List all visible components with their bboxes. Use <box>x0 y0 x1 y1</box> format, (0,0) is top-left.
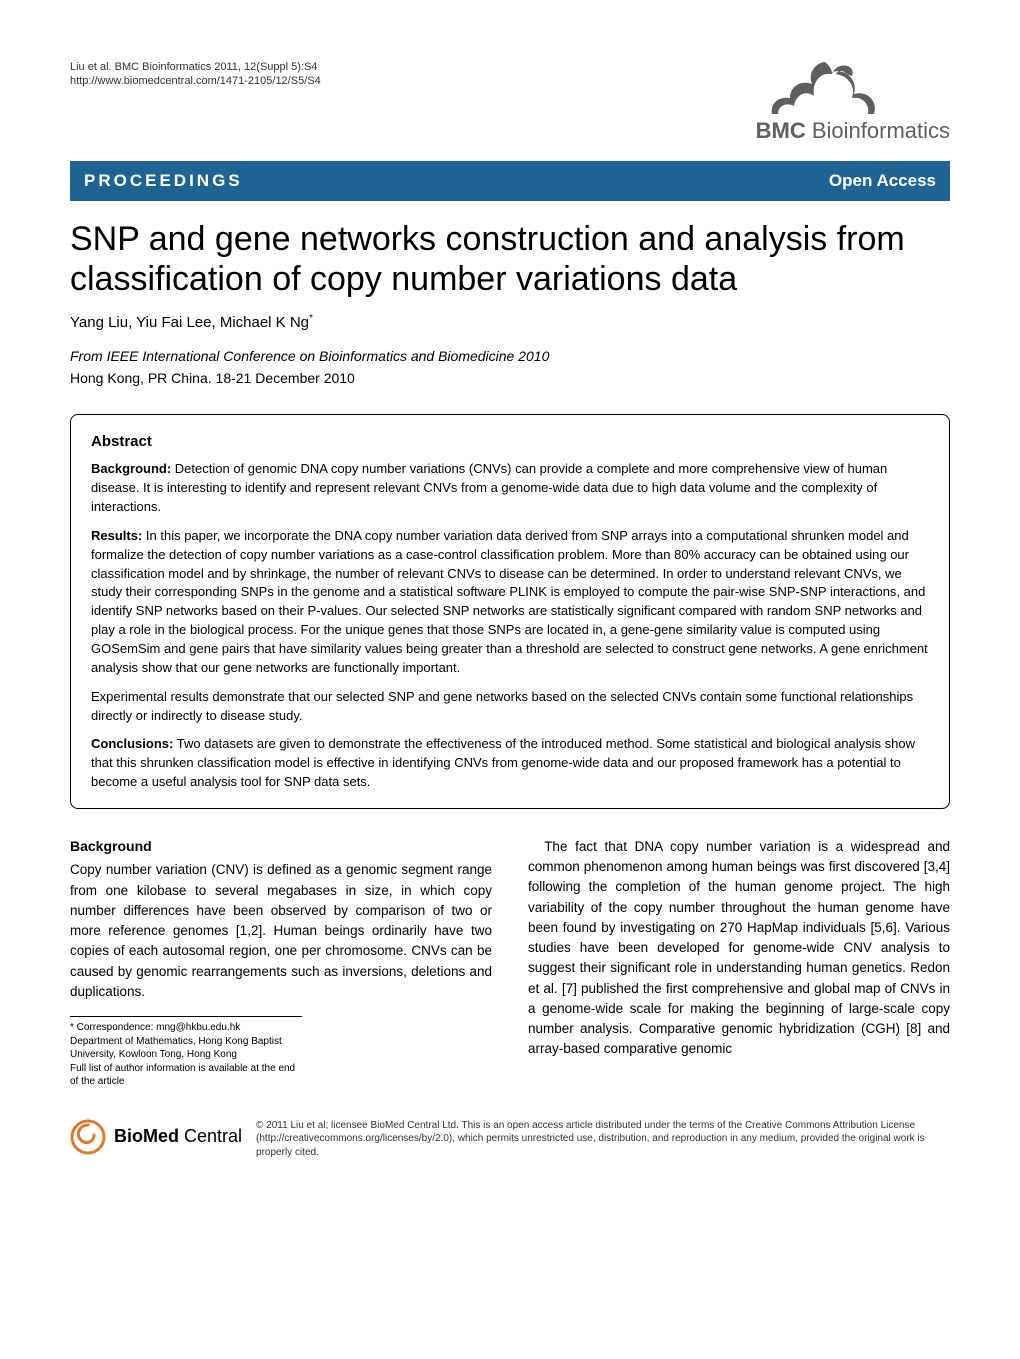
abstract-heading: Abstract <box>91 431 929 452</box>
department: Department of Mathematics, Hong Kong Bap… <box>70 1035 302 1062</box>
citation-url: http://www.biomedcentral.com/1471-2105/1… <box>70 74 321 88</box>
article-title: SNP and gene networks construction and a… <box>70 219 950 301</box>
logo-prefix: BMC <box>756 118 806 143</box>
from-line: From IEEE International Conference on Bi… <box>70 347 950 367</box>
author-marker: * <box>309 313 313 324</box>
license-text: © 2011 Liu et al; licensee BioMed Centra… <box>256 1119 950 1160</box>
authors: Yang Liu, Yiu Fai Lee, Michael K Ng* <box>70 312 950 333</box>
abstract-background: Background: Detection of genomic DNA cop… <box>91 460 929 517</box>
header: Liu et al. BMC Bioinformatics 2011, 12(S… <box>70 60 950 147</box>
correspondence: * Correspondence: mng@hkbu.edu.hk <box>70 1021 302 1035</box>
authors-list: Yang Liu, Yiu Fai Lee, Michael K Ng <box>70 314 309 331</box>
footnotes: * Correspondence: mng@hkbu.edu.hk Depart… <box>70 1016 302 1089</box>
footer-logo-rest: Central <box>179 1126 242 1146</box>
header-citation: Liu et al. BMC Bioinformatics 2011, 12(S… <box>70 60 321 89</box>
abstract-results-2: Experimental results demonstrate that ou… <box>91 688 929 726</box>
background-lead: Background: <box>91 461 171 476</box>
full-author-info: Full list of author information is avail… <box>70 1062 302 1089</box>
citation-line: Liu et al. BMC Bioinformatics 2011, 12(S… <box>70 60 321 74</box>
conclusions-text: Two datasets are given to demonstrate th… <box>91 736 915 789</box>
background-text: Detection of genomic DNA copy number var… <box>91 461 887 514</box>
results-text-1: In this paper, we incorporate the DNA co… <box>91 528 928 675</box>
abstract-conclusions: Conclusions: Two datasets are given to d… <box>91 735 929 792</box>
banner: PROCEEDINGS Open Access <box>70 161 950 201</box>
abstract-results-1: Results: In this paper, we incorporate t… <box>91 527 929 678</box>
footer-logo: BioMed Central <box>70 1119 242 1155</box>
section-heading: Background <box>70 837 492 857</box>
conclusions-lead: Conclusions: <box>91 736 173 751</box>
footer-logo-bold: BioMed <box>114 1126 179 1146</box>
results-lead: Results: <box>91 528 142 543</box>
bmc-logo-icon <box>756 60 896 116</box>
column-left: Background Copy number variation (CNV) i… <box>70 837 492 1089</box>
logo-main: Bioinformatics <box>812 118 950 143</box>
footer: BioMed Central © 2011 Liu et al; license… <box>70 1115 950 1160</box>
bmc-logo-text: BMC Bioinformatics <box>756 116 950 147</box>
venue: Hong Kong, PR China. 18-21 December 2010 <box>70 369 950 389</box>
body-para-1: Copy number variation (CNV) is defined a… <box>70 860 492 1002</box>
footer-logo-text: BioMed Central <box>114 1124 242 1149</box>
banner-left: PROCEEDINGS <box>84 169 243 193</box>
abstract-box: Abstract Background: Detection of genomi… <box>70 414 950 809</box>
body-para-2: The fact that DNA copy number variation … <box>528 837 950 1060</box>
body-columns: Background Copy number variation (CNV) i… <box>70 837 950 1089</box>
column-right: The fact that DNA copy number variation … <box>528 837 950 1089</box>
swirl-icon <box>70 1119 106 1155</box>
conference: IEEE International Conference on Bioinfo… <box>107 348 550 364</box>
banner-right: Open Access <box>829 169 936 193</box>
bmc-logo: BMC Bioinformatics <box>756 60 950 147</box>
from-label: From <box>70 348 103 364</box>
